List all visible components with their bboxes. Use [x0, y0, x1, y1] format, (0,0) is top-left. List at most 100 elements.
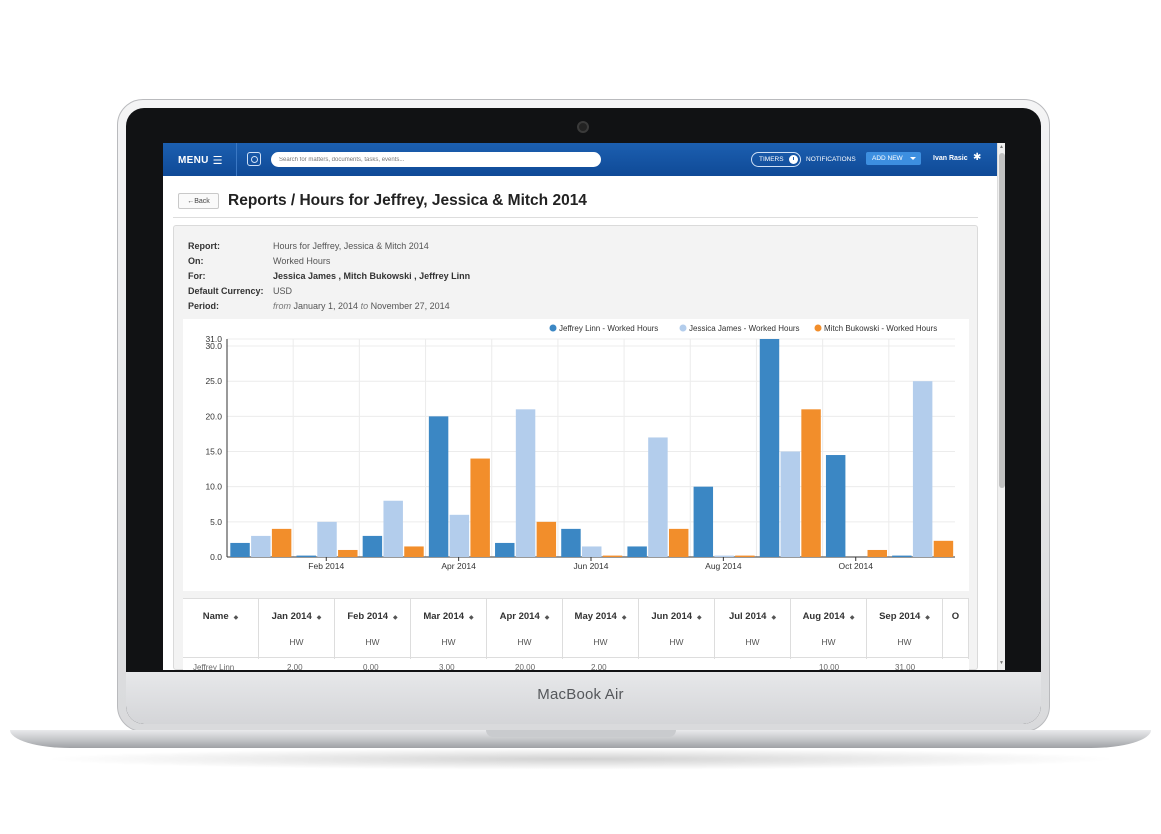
scrollbar-thumb[interactable] [999, 153, 1005, 488]
camera-icon [577, 121, 589, 133]
menu-label: MENU [178, 155, 209, 166]
meta-currency: Default Currency: USD [188, 286, 292, 296]
nav-divider [236, 143, 237, 176]
hours-table: Name ◆ Jan 2014 ◆ HW Feb 2014 ◆ HW Mar 2014 ◆ HW Ap… [183, 598, 969, 670]
column-subheader: HW [821, 637, 836, 647]
hamburger-icon: ☰ [212, 155, 223, 167]
laptop-base [10, 730, 1151, 748]
column-subheader: HW [669, 637, 684, 647]
table-cell: 10.00 [819, 663, 840, 670]
sort-icon[interactable]: ◆ [469, 615, 474, 621]
chart-svg: 0.0 5.0 10.0 15.0 20.0 25.0 30.031.0 Feb 2014 Ap… [205, 324, 955, 571]
chart-bar [271, 528, 292, 557]
chart-bar [912, 381, 933, 557]
title-divider [173, 217, 978, 218]
column-header-label: Mar 2014 ◆ [411, 611, 486, 622]
clock-icon [789, 155, 798, 164]
timers-button[interactable]: TIMERS [751, 152, 801, 167]
sort-icon[interactable]: ◆ [849, 615, 855, 621]
y-tick-label: 30.0 [205, 341, 222, 351]
column-header[interactable]: Jun 2014 ◆ HW [639, 599, 715, 659]
column-header-label: Name ◆ [183, 611, 258, 622]
sort-icon[interactable]: ◆ [697, 615, 702, 621]
meta-label: Period: [188, 301, 220, 311]
sort-icon[interactable]: ◆ [771, 615, 777, 621]
column-title: Jun 2014 [651, 611, 693, 622]
column-header[interactable]: Name ◆ [183, 599, 259, 659]
column-title: Aug 2014 [802, 611, 845, 622]
chart-bar [582, 546, 602, 557]
add-new-label: ADD NEW [872, 155, 903, 162]
sort-icon[interactable]: ◆ [233, 615, 239, 621]
column-header[interactable]: Apr 2014 ◆ HW [487, 599, 563, 659]
sort-icon[interactable]: ◆ [621, 615, 627, 621]
menu-button[interactable]: MENU ☰ [178, 154, 223, 167]
laptop-base-notch [486, 730, 676, 737]
chart-bar [296, 555, 316, 557]
app-screen: MENU☰ TIMERS NOTIFICATIONS ADD NEW Ivan … [163, 143, 1005, 670]
sort-icon[interactable]: ◆ [393, 615, 398, 621]
column-header[interactable]: Jul 2014 ◆ HW [715, 599, 791, 659]
gear-icon[interactable]: ✱ [973, 152, 982, 163]
chart-bar [428, 416, 449, 557]
back-button[interactable]: ←Back [178, 193, 219, 209]
column-header-label: Jun 2014 ◆ [639, 611, 714, 622]
meta-period: Period: from January 1, 2014 to November … [188, 301, 450, 311]
chart-bar [780, 451, 801, 557]
column-subheader: HW [289, 637, 304, 647]
meta-label: Default Currency: [188, 286, 264, 296]
column-title: Apr 2014 [499, 611, 540, 622]
column-header[interactable]: Jan 2014 ◆ HW [259, 599, 335, 659]
chart-bar [495, 542, 515, 557]
column-header[interactable]: Sep 2014 ◆ HW [867, 599, 943, 659]
chart-bar [668, 528, 689, 557]
y-tick-label: 5.0 [210, 517, 222, 527]
laptop-chin [126, 672, 1041, 724]
column-header[interactable]: May 2014 ◆ HW [563, 599, 639, 659]
legend-swatch [549, 324, 557, 332]
column-subheader: HW [441, 637, 456, 647]
y-tick-label: 15.0 [205, 447, 222, 457]
meta-for: For: Jessica James , Mitch Bukowski , Jef… [188, 271, 470, 281]
sort-icon[interactable]: ◆ [316, 615, 322, 621]
column-title: Mar 2014 [423, 611, 465, 622]
column-header[interactable]: Aug 2014 ◆ HW [791, 599, 867, 659]
x-tick-label: Aug 2014 [705, 561, 742, 571]
chart-bar [230, 542, 250, 557]
column-header[interactable]: Feb 2014 ◆ HW [335, 599, 411, 659]
sort-icon[interactable]: ◆ [925, 615, 930, 621]
meta-label: On: [188, 256, 204, 266]
scroll-up-icon[interactable]: ▲ [999, 144, 1004, 150]
table-cell: 3.00 [439, 663, 455, 670]
meta-label: For: [188, 271, 206, 281]
chart-bar [892, 555, 912, 557]
meta-value: Worked Hours [273, 256, 331, 266]
user-menu[interactable]: Ivan Rasic [933, 155, 968, 162]
column-header[interactable]: Mar 2014 ◆ HW [411, 599, 487, 659]
search-input[interactable] [271, 152, 601, 167]
column-title: Jan 2014 [271, 611, 312, 622]
table-cell: 2.00 [287, 663, 303, 670]
sort-icon[interactable]: ◆ [544, 615, 550, 621]
column-header-label: Apr 2014 ◆ [487, 611, 562, 622]
y-tick-label: 10.0 [205, 482, 222, 492]
y-tick-label: 25.0 [205, 376, 222, 386]
column-header[interactable]: O [943, 599, 969, 659]
chart-bar [251, 535, 271, 557]
add-new-button[interactable]: ADD NEW [866, 152, 921, 165]
meta-value: USD [273, 286, 293, 296]
page-scrollbar[interactable]: ▲ ▼ [997, 143, 1005, 670]
scroll-down-icon[interactable]: ▼ [999, 660, 1004, 666]
chart-bar [515, 409, 536, 557]
timers-label: TIMERS [759, 156, 784, 163]
meta-on: On: Worked Hours [188, 256, 330, 266]
top-navbar: MENU☰ TIMERS NOTIFICATIONS ADD NEW Ivan … [163, 143, 997, 176]
app-logo-icon[interactable] [247, 152, 261, 166]
chart-bar [714, 555, 734, 557]
column-title: Feb 2014 [347, 611, 389, 622]
chart-bar [561, 528, 581, 557]
notifications-link[interactable]: NOTIFICATIONS [806, 156, 856, 163]
chart-bar [602, 555, 623, 557]
chart-bar [867, 549, 887, 557]
page-title: Reports / Hours for Jeffrey, Jessica & M… [228, 192, 587, 209]
